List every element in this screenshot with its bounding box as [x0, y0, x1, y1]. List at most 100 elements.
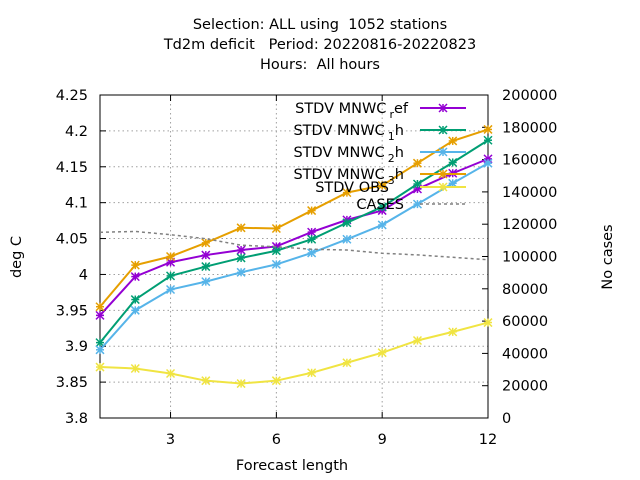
ticks: 3.8 3.85 3.9 3.95 4 4.05 4.1 4.15 4.2 4.25 0 20000 4…	[56, 88, 558, 448]
legend-label-1: STDV MNWC 1h	[293, 123, 404, 143]
data-point	[130, 260, 140, 270]
data-point	[342, 218, 352, 228]
data-point	[307, 368, 317, 378]
y-tick-label: 3.95	[56, 303, 88, 319]
y-tick-label: 4.25	[56, 88, 88, 104]
legend-label-2: STDV MNWC 2h	[293, 145, 404, 165]
y-tick-label: 4.2	[65, 124, 88, 140]
data-point	[377, 348, 387, 358]
y-tick-label: 4.05	[56, 232, 88, 248]
y-tick-label: 3.9	[65, 339, 88, 355]
data-point	[166, 284, 176, 295]
data-point	[166, 251, 176, 262]
series-line-2	[99, 162, 489, 351]
y2-tick-label: 40000	[502, 346, 548, 362]
y-tick-label: 4	[79, 267, 88, 283]
title-line-1: Selection: ALL using 1052 stations	[192, 17, 448, 33]
data-point	[236, 379, 246, 389]
series-5	[99, 230, 489, 261]
legend-label-4: STDV OBS	[315, 180, 389, 196]
data-point	[201, 250, 211, 260]
x-tick-label: 9	[378, 432, 387, 448]
data-point	[483, 318, 493, 328]
data-point	[236, 267, 246, 277]
data-point	[95, 338, 105, 348]
data-point	[448, 327, 458, 337]
data-point	[166, 271, 176, 281]
y-tick-label: 4.15	[56, 160, 88, 176]
x-tick-label: 3	[166, 432, 175, 448]
title-line-3: Hours: All hours	[260, 57, 380, 73]
data-point	[307, 206, 317, 216]
data-point	[201, 376, 211, 386]
x-tick-label: 6	[272, 432, 281, 448]
y2-tick-label: 140000	[502, 185, 557, 201]
y2-tick-label: 0	[502, 411, 511, 427]
series-4	[95, 318, 493, 389]
y2-tick-label: 180000	[502, 120, 557, 136]
series-line-4	[99, 321, 489, 385]
data-point	[201, 238, 211, 248]
data-point	[483, 124, 493, 134]
y-tick-label: 3.85	[56, 375, 88, 391]
data-point	[377, 220, 387, 230]
y-tick-label: 4.1	[65, 196, 88, 212]
y2-axis-label: No cases	[600, 224, 616, 289]
data-point	[307, 248, 317, 258]
data-point	[166, 368, 176, 379]
data-point	[236, 253, 246, 263]
data-point	[236, 223, 246, 233]
data-point	[483, 158, 493, 168]
y-tick-label: 3.8	[65, 411, 88, 427]
data-point	[271, 376, 281, 386]
y2-tick-label: 60000	[502, 314, 548, 330]
legend-label-5: CASES	[356, 197, 404, 213]
data-point	[377, 180, 387, 190]
x-tick-label: 12	[479, 432, 497, 448]
data-point	[448, 178, 458, 188]
data-point	[448, 157, 458, 168]
data-point	[412, 335, 422, 346]
data-point	[201, 262, 211, 272]
data-point	[448, 136, 458, 146]
legend-label-0: STDV MNWC ref	[295, 101, 409, 121]
data-point	[377, 202, 387, 212]
y2-tick-label: 160000	[502, 153, 557, 169]
data-point	[236, 245, 246, 255]
plot-frame	[99, 94, 489, 419]
data-point	[95, 345, 105, 355]
data-point	[95, 362, 105, 372]
title-line-2: Td2m deficit Period: 20220816-20220823	[163, 37, 477, 53]
series-1	[95, 135, 493, 348]
data-point	[95, 302, 105, 312]
x-axis-label: Forecast length	[236, 458, 348, 474]
series-line-5	[99, 230, 489, 261]
data-point	[342, 188, 352, 198]
y2-tick-label: 80000	[502, 282, 548, 298]
legend-marker-0	[438, 103, 448, 113]
data-point	[130, 305, 140, 315]
y2-tick-label: 20000	[502, 379, 548, 395]
legend-marker-1	[438, 125, 448, 135]
y2-tick-label: 200000	[502, 88, 557, 104]
data-point	[271, 259, 281, 269]
data-point	[201, 277, 211, 287]
series-line-3	[99, 128, 489, 308]
series-group	[95, 124, 493, 389]
data-point	[342, 358, 352, 368]
series-3	[95, 124, 493, 312]
data-point	[342, 234, 352, 244]
legend-marker-3	[438, 169, 448, 179]
data-point	[307, 234, 317, 244]
data-point	[483, 135, 493, 145]
y2-tick-label: 100000	[502, 250, 557, 266]
series-2	[95, 158, 493, 355]
y-axis-label: deg C	[9, 236, 25, 278]
grid	[100, 95, 488, 418]
data-point	[130, 363, 140, 374]
data-point	[130, 295, 140, 305]
data-point	[95, 310, 105, 320]
data-point	[130, 272, 140, 282]
legend-label-3: STDV MNWC 3h	[293, 167, 404, 187]
